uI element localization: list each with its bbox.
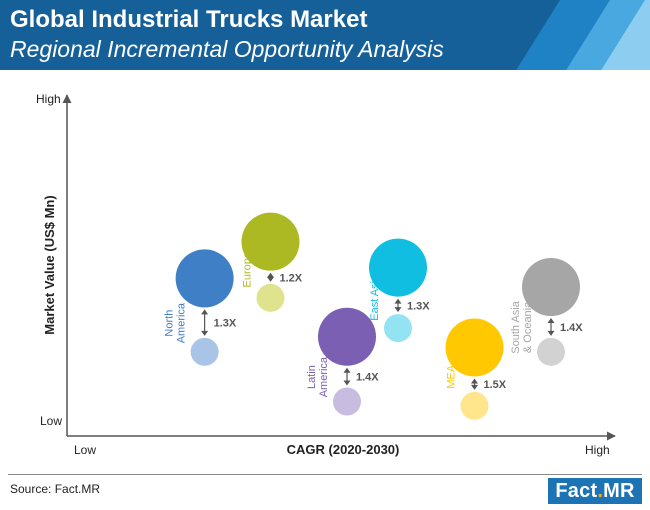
region-label-europe: Europe (242, 252, 254, 287)
region-label-south-asia-and-oceania-line1: South Asia (510, 300, 522, 353)
page-title: Global Industrial Trucks Market (10, 6, 368, 33)
bubble-future-north-america (175, 249, 234, 308)
x-low-label: Low (74, 443, 96, 457)
x-high-label: High (585, 443, 610, 457)
growth-arrow-head-down-latin-america (343, 380, 351, 386)
bubble-future-latin-america (318, 307, 376, 366)
growth-arrow-head-down-north-america (201, 330, 209, 336)
growth-arrow-head-up-europe (267, 272, 274, 278)
growth-arrow-head-down-mea (471, 384, 478, 390)
growth-arrow-head-down-south-asia-and-oceania (547, 330, 555, 336)
bubble-chart: High Low Low High CAGR (2020-2030) Marke… (36, 92, 616, 457)
multiplier-label-mea: 1.5X (484, 379, 507, 391)
growth-arrow-head-up-north-america (201, 309, 209, 315)
region-label-east-asia: East Asia (369, 274, 381, 321)
region-label-north-america-line1: North (164, 310, 176, 337)
bubble-future-mea (445, 318, 504, 377)
multiplier-label-east-asia: 1.3X (407, 300, 430, 312)
footer-divider (8, 474, 642, 475)
bubble-current-europe (256, 283, 285, 312)
region-label-latin-america-line2: America (318, 356, 330, 397)
bubble-future-east-asia (369, 238, 427, 297)
growth-arrow-head-up-east-asia (394, 298, 402, 304)
region-label-south-asia-and-oceania-line2: & Oceania (522, 301, 534, 353)
region-label-north-america-line2: America (176, 302, 188, 343)
multiplier-label-europe: 1.2X (280, 272, 303, 284)
y-low-label: Low (40, 414, 62, 428)
axes: High Low Low High CAGR (2020-2030) Marke… (36, 92, 616, 457)
growth-arrow-head-up-mea (471, 378, 478, 384)
region-group-east-asia: 1.3X East Asia (369, 238, 430, 343)
bubble-future-south-asia-and-oceania (522, 258, 580, 317)
growth-arrow-head-down-east-asia (394, 307, 402, 313)
region-group-mea: 1.5X MEA (445, 318, 507, 420)
source-note: Source: Fact.MR (10, 482, 101, 496)
bubble-current-latin-america (333, 387, 361, 416)
growth-arrow-head-up-latin-america (343, 367, 351, 373)
bubble-current-south-asia-and-oceania (537, 337, 565, 366)
multiplier-label-north-america: 1.3X (214, 318, 237, 330)
page-subtitle: Regional Incremental Opportunity Analysi… (10, 36, 444, 62)
region-group-europe: 1.2X Europe (241, 212, 303, 312)
bubble-future-europe (241, 212, 300, 271)
region-group-latin-america: 1.4X Latin America (306, 307, 379, 416)
factmr-logo: Fact.MR (548, 478, 642, 504)
x-axis-title: CAGR (2020-2030) (287, 442, 400, 457)
region-label-mea: MEA (446, 364, 458, 389)
header-banner: Global Industrial Trucks Market Regional… (0, 0, 650, 70)
growth-arrow-head-up-south-asia-and-oceania (547, 318, 555, 324)
bubble-current-north-america (190, 337, 219, 366)
region-group-north-america: 1.3X North America (164, 249, 237, 366)
region-label-latin-america-line1: Latin (306, 365, 318, 389)
region-group-south-asia-and-oceania: 1.4X South Asia & Oceania (510, 258, 583, 366)
multiplier-label-latin-america: 1.4X (356, 372, 379, 384)
bubble-current-mea (460, 391, 489, 420)
growth-arrow-head-down-europe (267, 276, 274, 282)
bubble-current-east-asia (384, 314, 412, 343)
y-high-label: High (36, 92, 61, 106)
multiplier-label-south-asia-and-oceania: 1.4X (560, 322, 583, 334)
y-axis-title: Market Value (US$ Mn) (42, 195, 57, 334)
